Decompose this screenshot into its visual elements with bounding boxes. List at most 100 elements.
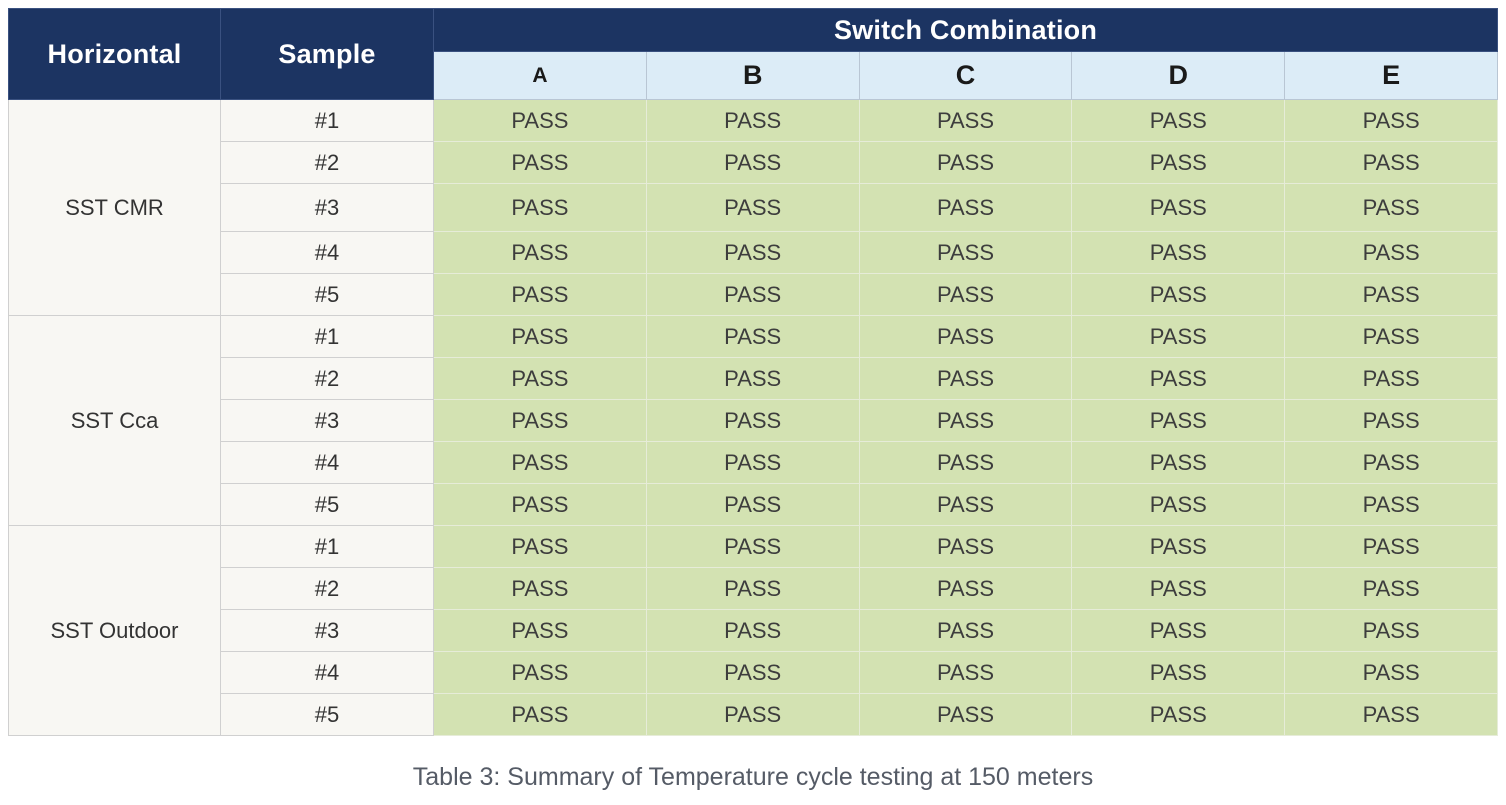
result-cell: PASS — [433, 651, 647, 694]
result-cell: PASS — [1284, 141, 1499, 184]
column-header-sample: Sample — [220, 8, 434, 100]
result-cell: PASS — [1071, 651, 1286, 694]
switch-header-b: B — [645, 51, 860, 100]
table-row: SST Outdoor #1 PASS PASS PASS PASS PASS — [8, 525, 1499, 736]
result-cell: PASS — [858, 273, 1073, 316]
result-cell: PASS — [433, 441, 647, 484]
sample-cell: #4 — [220, 651, 434, 694]
result-cell: PASS — [1284, 567, 1499, 610]
result-cell: PASS — [1071, 693, 1286, 736]
result-cell: PASS — [433, 141, 647, 184]
table-row: #2 PASS PASS PASS PASS PASS — [9, 567, 1499, 610]
result-cell: PASS — [645, 651, 860, 694]
result-cell: PASS — [433, 231, 647, 274]
result-cell: PASS — [1071, 273, 1286, 316]
result-cell: PASS — [433, 99, 647, 142]
result-cell: PASS — [858, 231, 1073, 274]
result-cell: PASS — [1071, 183, 1286, 232]
table-row: #4 PASS PASS PASS PASS PASS — [9, 651, 1499, 694]
result-cell: PASS — [1071, 315, 1286, 358]
sample-cell: #2 — [220, 357, 434, 400]
result-cell: PASS — [433, 357, 647, 400]
table-row: #5 PASS PASS PASS PASS PASS — [9, 483, 1499, 526]
column-header-horizontal: Horizontal — [8, 8, 221, 100]
horizontal-group-label: SST Outdoor — [8, 525, 221, 736]
result-cell: PASS — [1284, 693, 1499, 736]
result-cell: PASS — [1284, 441, 1499, 484]
sample-cell: #3 — [220, 609, 434, 652]
result-cell: PASS — [858, 609, 1073, 652]
result-cell: PASS — [1071, 399, 1286, 442]
table-row: #3 PASS PASS PASS PASS PASS — [9, 609, 1499, 652]
horizontal-group-label: SST Cca — [8, 315, 221, 526]
sample-cell: #3 — [220, 183, 434, 232]
result-cell: PASS — [1071, 525, 1286, 568]
result-cell: PASS — [645, 315, 860, 358]
result-cell: PASS — [645, 567, 860, 610]
switch-header-a: A — [433, 51, 647, 100]
table-row: #5 PASS PASS PASS PASS PASS — [9, 273, 1499, 316]
result-cell: PASS — [645, 357, 860, 400]
result-cell: PASS — [1284, 231, 1499, 274]
table-row: #3 PASS PASS PASS PASS PASS — [9, 399, 1499, 442]
result-cell: PASS — [858, 693, 1073, 736]
table-row: SST Cca #1 PASS PASS PASS PASS PASS — [8, 315, 1499, 526]
sample-cell: #2 — [220, 567, 434, 610]
result-cell: PASS — [858, 441, 1073, 484]
result-cell: PASS — [645, 693, 860, 736]
table-row: #2 PASS PASS PASS PASS PASS — [9, 141, 1499, 184]
result-cell: PASS — [858, 483, 1073, 526]
result-cell: PASS — [645, 441, 860, 484]
header-row-switches: A B C D E — [9, 51, 1499, 100]
header-row-top: Horizontal Sample Switch Combination — [8, 8, 1499, 100]
result-cell: PASS — [645, 231, 860, 274]
sample-cell: #1 — [220, 315, 434, 358]
table-row: #3 PASS PASS PASS PASS PASS — [9, 183, 1499, 232]
result-cell: PASS — [1284, 399, 1499, 442]
result-cell: PASS — [1284, 99, 1499, 142]
result-cell: PASS — [433, 483, 647, 526]
results-table-container: Horizontal Sample Switch Combination A B… — [8, 8, 1499, 736]
result-cell: PASS — [433, 183, 647, 232]
result-cell: PASS — [645, 183, 860, 232]
result-cell: PASS — [645, 399, 860, 442]
result-cell: PASS — [1071, 357, 1286, 400]
sample-cell: #1 — [220, 99, 434, 142]
column-group-header-switch-combination: Switch Combination — [432, 8, 1499, 52]
result-cell: PASS — [858, 315, 1073, 358]
result-cell: PASS — [645, 273, 860, 316]
result-cell: PASS — [1284, 183, 1499, 232]
switch-header-e: E — [1284, 51, 1499, 100]
table-row: #4 PASS PASS PASS PASS PASS — [9, 231, 1499, 274]
result-cell: PASS — [858, 651, 1073, 694]
result-cell: PASS — [1071, 567, 1286, 610]
table-body: SST CMR #1 PASS PASS PASS PASS PASS #2 PASS PASS P… — [8, 99, 1499, 736]
sample-cell: #4 — [220, 441, 434, 484]
result-cell: PASS — [433, 315, 647, 358]
sample-cell: #5 — [220, 273, 434, 316]
table-row: SST CMR #1 PASS PASS PASS PASS PASS — [8, 99, 1499, 316]
result-cell: PASS — [1071, 99, 1286, 142]
result-cell: PASS — [433, 693, 647, 736]
result-cell: PASS — [1071, 609, 1286, 652]
sample-cell: #2 — [220, 141, 434, 184]
result-cell: PASS — [645, 609, 860, 652]
result-cell: PASS — [858, 99, 1073, 142]
result-cell: PASS — [858, 141, 1073, 184]
sample-cell: #3 — [220, 399, 434, 442]
result-cell: PASS — [1071, 231, 1286, 274]
result-cell: PASS — [645, 483, 860, 526]
table-row: #4 PASS PASS PASS PASS PASS — [9, 441, 1499, 484]
sample-cell: #4 — [220, 231, 434, 274]
result-cell: PASS — [1284, 483, 1499, 526]
result-cell: PASS — [433, 525, 647, 568]
result-cell: PASS — [858, 567, 1073, 610]
temperature-cycle-results-table: Horizontal Sample Switch Combination A B… — [8, 8, 1499, 736]
table-caption: Table 3: Summary of Temperature cycle te… — [412, 763, 1094, 791]
result-cell: PASS — [433, 609, 647, 652]
result-cell: PASS — [645, 141, 860, 184]
result-cell: PASS — [1284, 315, 1499, 358]
result-cell: PASS — [1071, 483, 1286, 526]
result-cell: PASS — [645, 99, 860, 142]
result-cell: PASS — [1284, 525, 1499, 568]
